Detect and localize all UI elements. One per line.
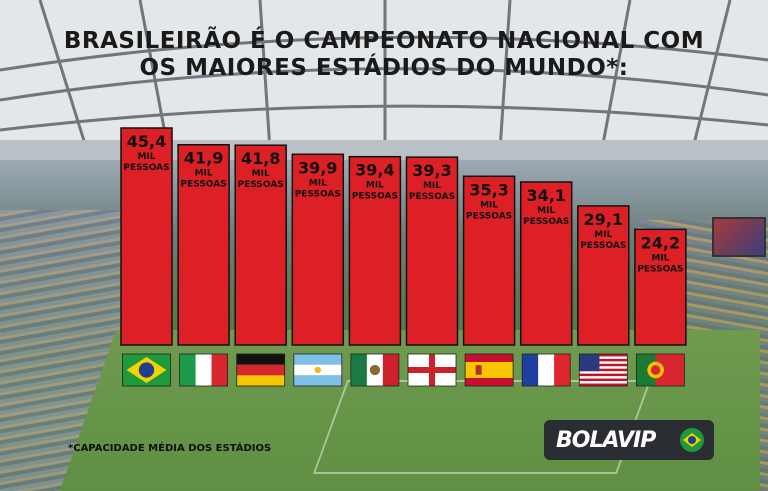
bar-unit-line1: MIL [366, 181, 384, 191]
mexico-flag-icon [350, 353, 400, 387]
bar-unit-line2: PESSOAS [181, 180, 227, 190]
bar-unit-line2: PESSOAS [580, 241, 626, 251]
bar-value-label: 34,1 [526, 186, 565, 205]
bar-unit-line2: PESSOAS [238, 180, 284, 190]
brazil-flag-icon [680, 428, 704, 452]
bar-unit-line1: MIL [195, 169, 213, 179]
portugal-flag-icon [636, 353, 685, 387]
bolavip-logo: BOLAVIP [544, 420, 714, 460]
bar [405, 156, 459, 346]
germany-flag-icon [236, 353, 286, 387]
bar [577, 205, 630, 346]
bar [519, 181, 573, 346]
bar-value-label: 35,3 [469, 180, 508, 199]
stadium-screen [712, 217, 766, 257]
chart-title-line2: OS MAIORES ESTÁDIOS DO MUNDO*: [139, 55, 629, 81]
bar-unit-line1: MIL [309, 178, 327, 188]
italy-flag-icon [179, 353, 229, 387]
bar-unit-line1: MIL [594, 230, 612, 240]
bar-unit-line2: PESSOAS [352, 192, 398, 202]
bar-unit-line2: PESSOAS [409, 192, 455, 202]
bar [120, 127, 173, 346]
footnote: *CAPACIDADE MÉDIA DOS ESTÁDIOS [68, 443, 272, 454]
bar [234, 144, 287, 346]
england-flag-icon [407, 353, 457, 387]
bar-unit-line1: MIL [480, 200, 498, 210]
france-flag-icon [521, 353, 571, 387]
logo-text: BOLAVIP [556, 427, 656, 453]
bar [634, 228, 687, 346]
bar [462, 175, 516, 346]
bar-unit-line2: PESSOAS [123, 163, 169, 173]
bar-value-label: 45,4 [127, 132, 166, 151]
bar-value-label: 41,9 [184, 149, 223, 168]
spain-flag-icon [464, 353, 514, 387]
bar-value-label: 24,2 [641, 233, 680, 252]
bar-unit-line1: MIL [651, 253, 669, 263]
chart-title-line1: BRASILEIRÃO É O CAMPEONATO NACIONAL COM [63, 28, 705, 54]
usa-flag-icon [578, 353, 628, 387]
argentina-flag-icon [293, 353, 343, 387]
bar-unit-line1: MIL [537, 206, 555, 216]
bar-unit-line2: PESSOAS [637, 264, 683, 274]
bar-unit-line1: MIL [137, 152, 155, 162]
bar-value-label: 39,3 [412, 161, 451, 180]
bar-unit-line1: MIL [252, 169, 270, 179]
bar [291, 153, 345, 346]
bar-unit-line2: PESSOAS [295, 189, 341, 199]
bar [177, 143, 230, 346]
bar-value-label: 41,8 [241, 149, 280, 168]
bar-value-label: 39,4 [355, 161, 394, 180]
bar [348, 155, 402, 346]
chart-title: BRASILEIRÃO É O CAMPEONATO NACIONAL COM … [20, 28, 748, 82]
bar-value-label: 39,9 [298, 158, 337, 177]
bar-unit-line2: PESSOAS [466, 211, 512, 221]
bar-unit-line2: PESSOAS [523, 217, 569, 227]
brazil-flag-icon [122, 353, 171, 387]
bar-unit-line1: MIL [423, 181, 441, 191]
bar-value-label: 29,1 [584, 210, 623, 229]
